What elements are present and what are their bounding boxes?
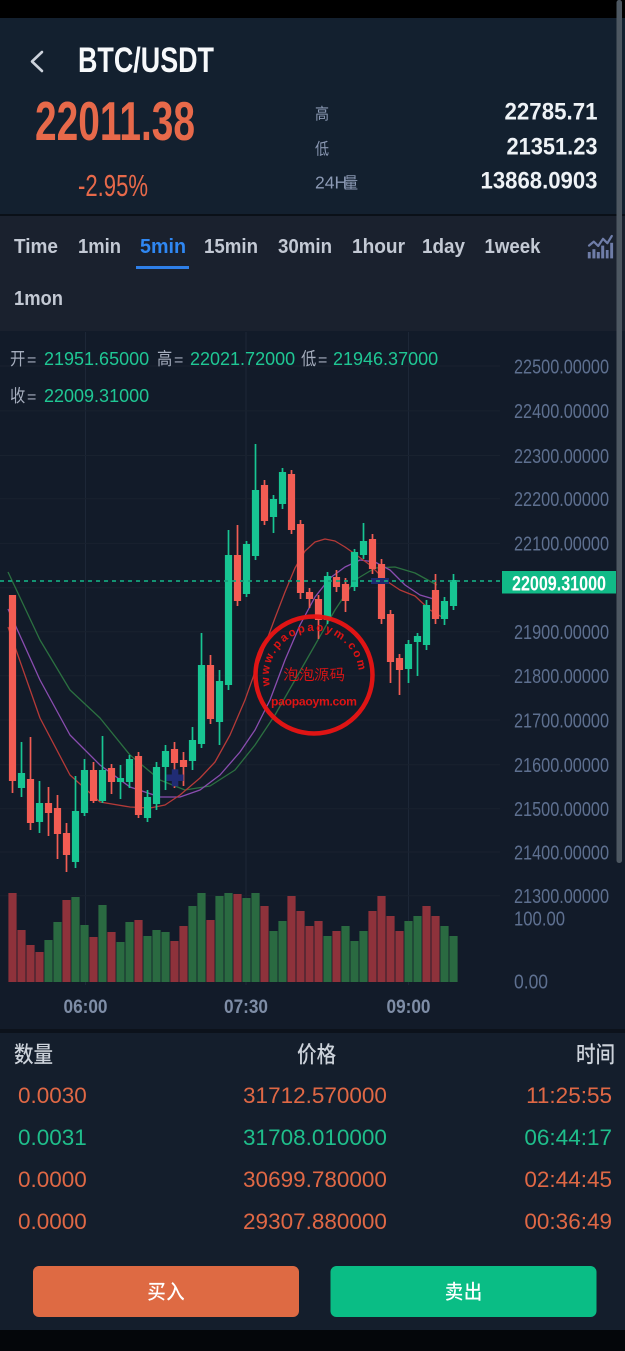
svg-text:21600.00000: 21600.00000 xyxy=(514,754,609,777)
svg-text:21900.00000: 21900.00000 xyxy=(514,621,609,644)
svg-text:21351.23: 21351.23 xyxy=(507,134,598,161)
svg-text:22785.71: 22785.71 xyxy=(505,99,598,126)
svg-text:22011.38: 22011.38 xyxy=(35,91,195,152)
svg-text:09:00: 09:00 xyxy=(387,996,431,1018)
svg-text:22200.00000: 22200.00000 xyxy=(514,488,609,511)
svg-text:22400.00000: 22400.00000 xyxy=(514,400,609,423)
svg-text:21946.37000: 21946.37000 xyxy=(333,349,438,369)
svg-text:1mon: 1mon xyxy=(14,288,63,310)
svg-text:5min: 5min xyxy=(140,236,186,258)
svg-text:BTC/USDT: BTC/USDT xyxy=(78,41,214,80)
svg-text:30min: 30min xyxy=(278,236,332,258)
svg-text:Time: Time xyxy=(14,236,58,258)
svg-text:0.0031: 0.0031 xyxy=(18,1125,87,1150)
svg-text:0.0000: 0.0000 xyxy=(18,1167,87,1192)
svg-text:15min: 15min xyxy=(204,236,258,258)
svg-text:21400.00000: 21400.00000 xyxy=(514,841,609,864)
svg-text:=: = xyxy=(27,389,36,406)
svg-text:1hour: 1hour xyxy=(352,236,405,258)
svg-text:22100.00000: 22100.00000 xyxy=(514,533,609,556)
svg-text:31712.570000: 31712.570000 xyxy=(243,1083,387,1108)
svg-text:1day: 1day xyxy=(422,236,466,258)
svg-text:21800.00000: 21800.00000 xyxy=(514,665,609,688)
svg-text:=: = xyxy=(318,352,327,369)
svg-text:21700.00000: 21700.00000 xyxy=(514,709,609,732)
svg-text:21500.00000: 21500.00000 xyxy=(514,798,609,821)
svg-text:-2.95%: -2.95% xyxy=(78,168,148,203)
svg-text:21300.00000: 21300.00000 xyxy=(514,885,609,908)
svg-text:=: = xyxy=(174,352,183,369)
svg-text:=: = xyxy=(27,352,36,369)
svg-text:22500.00000: 22500.00000 xyxy=(514,355,609,378)
svg-text:22009.31000: 22009.31000 xyxy=(512,572,606,595)
svg-text:24H: 24H xyxy=(315,173,347,193)
svg-text:0.0030: 0.0030 xyxy=(18,1083,87,1108)
svg-text:22300.00000: 22300.00000 xyxy=(514,445,609,468)
svg-text:0.00: 0.00 xyxy=(514,970,548,993)
svg-text:30699.780000: 30699.780000 xyxy=(243,1167,387,1192)
svg-text:29307.880000: 29307.880000 xyxy=(243,1209,387,1234)
svg-text:paopaoym.com: paopaoym.com xyxy=(271,695,357,709)
svg-text:1min: 1min xyxy=(78,236,121,258)
svg-text:07:30: 07:30 xyxy=(224,996,268,1018)
svg-text:13868.0903: 13868.0903 xyxy=(481,168,598,195)
svg-text:06:44:17: 06:44:17 xyxy=(524,1125,612,1150)
svg-text:02:44:45: 02:44:45 xyxy=(524,1167,612,1192)
svg-text:21951.65000: 21951.65000 xyxy=(44,349,149,369)
svg-text:1week: 1week xyxy=(485,236,542,258)
svg-text:11:25:55: 11:25:55 xyxy=(526,1083,612,1108)
svg-text:00:36:49: 00:36:49 xyxy=(524,1209,612,1234)
svg-text:22009.31000: 22009.31000 xyxy=(44,386,149,406)
svg-text:31708.010000: 31708.010000 xyxy=(243,1125,387,1150)
svg-text:06:00: 06:00 xyxy=(64,996,108,1018)
svg-text:100.00: 100.00 xyxy=(514,907,565,930)
svg-text:0.0000: 0.0000 xyxy=(18,1209,87,1234)
svg-text:22021.72000: 22021.72000 xyxy=(190,349,295,369)
